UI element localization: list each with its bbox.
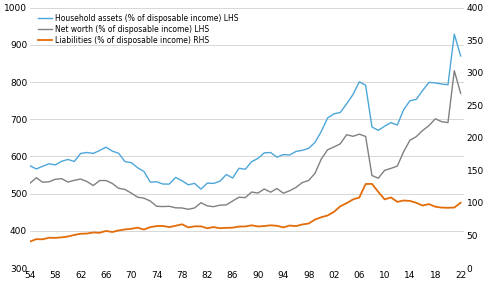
Household assets (% of disposable income) LHS — [97, 149, 102, 152]
Line: Household assets (% of disposable income) LHS: Household assets (% of disposable income… — [30, 34, 461, 189]
Household assets (% of disposable income) LHS — [451, 32, 457, 36]
Liabilities (% of disposable income) RHS — [109, 230, 115, 234]
Household assets (% of disposable income) LHS — [281, 153, 286, 156]
Net worth (% of disposable income) LHS — [363, 135, 368, 138]
Liabilities (% of disposable income) RHS — [274, 224, 280, 227]
Net worth (% of disposable income) LHS — [109, 182, 115, 185]
Line: Liabilities (% of disposable income) RHS: Liabilities (% of disposable income) RHS — [30, 184, 461, 242]
Line: Net worth (% of disposable income) LHS: Net worth (% of disposable income) LHS — [30, 71, 461, 209]
Household assets (% of disposable income) LHS — [27, 164, 33, 167]
Net worth (% of disposable income) LHS — [97, 179, 102, 182]
Liabilities (% of disposable income) RHS — [27, 240, 33, 243]
Net worth (% of disposable income) LHS — [59, 177, 64, 180]
Liabilities (% of disposable income) RHS — [458, 201, 464, 204]
Household assets (% of disposable income) LHS — [109, 149, 115, 153]
Liabilities (% of disposable income) RHS — [59, 236, 64, 239]
Net worth (% of disposable income) LHS — [451, 69, 457, 72]
Net worth (% of disposable income) LHS — [27, 181, 33, 185]
Household assets (% of disposable income) LHS — [198, 187, 204, 191]
Liabilities (% of disposable income) RHS — [173, 224, 179, 227]
Legend: Household assets (% of disposable income) LHS, Net worth (% of disposable income: Household assets (% of disposable income… — [38, 14, 239, 45]
Net worth (% of disposable income) LHS — [445, 121, 451, 124]
Household assets (% of disposable income) LHS — [458, 54, 464, 58]
Net worth (% of disposable income) LHS — [281, 191, 286, 195]
Liabilities (% of disposable income) RHS — [451, 206, 457, 209]
Household assets (% of disposable income) LHS — [445, 83, 451, 86]
Net worth (% of disposable income) LHS — [458, 91, 464, 95]
Household assets (% of disposable income) LHS — [363, 83, 368, 87]
Liabilities (% of disposable income) RHS — [166, 225, 172, 229]
Household assets (% of disposable income) LHS — [59, 160, 64, 163]
Net worth (% of disposable income) LHS — [185, 208, 191, 211]
Liabilities (% of disposable income) RHS — [369, 182, 375, 185]
